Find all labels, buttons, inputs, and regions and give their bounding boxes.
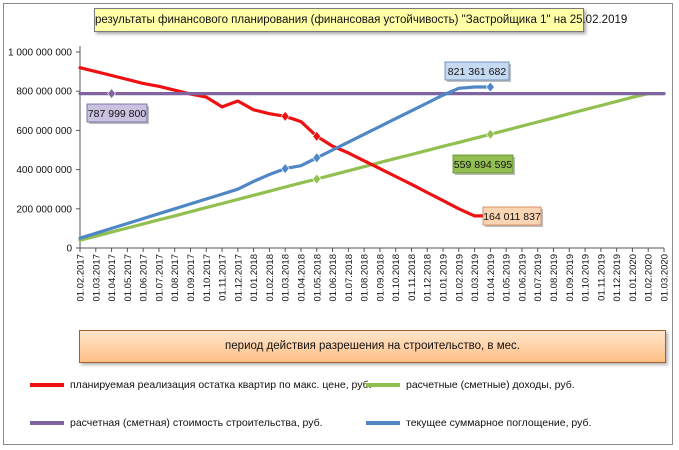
x-tick-label: 01.01.2020 <box>628 254 639 302</box>
x-tick-label: 01.05.2018 <box>312 254 323 302</box>
x-tick-label: 01.09.2018 <box>375 254 386 302</box>
series-marker-0 <box>312 130 322 142</box>
chart-title: результаты финансового планирования (фин… <box>94 8 627 32</box>
series-line-0 <box>78 66 492 218</box>
x-tick-label: 01.11.2018 <box>407 254 418 301</box>
series-marker-3 <box>280 163 290 175</box>
y-tick-label: 1 000 000 000 <box>8 48 72 59</box>
x-tick-label: 01.09.2019 <box>565 254 576 302</box>
x-tick-label: 01.02.2020 <box>644 254 655 302</box>
annotation-box-0 <box>86 103 148 123</box>
x-tick-label: 01.05.2019 <box>502 254 513 302</box>
x-tick-label: 01.07.2019 <box>533 254 544 302</box>
series-marker-1 <box>485 128 495 140</box>
legend-swatch-green <box>366 383 400 387</box>
annotation-box-1 <box>444 61 510 81</box>
legend-swatch-purple <box>30 421 64 425</box>
x-tick-label: 01.06.2017 <box>139 254 150 302</box>
series-marker-0 <box>280 110 290 122</box>
x-axis-title: период действия разрешения на строительс… <box>79 330 666 363</box>
x-tick-label: 01.08.2018 <box>360 254 371 302</box>
x-tick-label: 01.03.2020 <box>660 254 671 302</box>
x-tick-label: 01.03.2017 <box>91 254 102 302</box>
x-tick-label: 01.12.2018 <box>423 254 434 302</box>
x-tick-label: 01.08.2017 <box>170 254 181 302</box>
data-label-0: 787 999 800 <box>88 108 147 120</box>
data-label-3: 164 011 837 <box>483 211 541 223</box>
x-tick-label: 01.01.2018 <box>249 254 260 302</box>
x-tick-label: 01.12.2019 <box>612 254 623 302</box>
legend-label-blue: текущее суммарное поглощение, руб. <box>406 417 592 429</box>
series-marker-3 <box>485 81 495 93</box>
x-tick-label: 01.12.2017 <box>233 254 244 302</box>
y-tick-label: 0 <box>66 244 72 255</box>
x-tick-label: 01.04.2018 <box>296 254 307 302</box>
x-tick-label: 01.07.2017 <box>154 254 165 302</box>
legend-swatch-red <box>30 383 64 387</box>
data-label-2: 559 894 595 <box>454 159 513 171</box>
y-tick-label: 800 000 000 <box>16 87 72 98</box>
series-marker-1 <box>312 173 322 185</box>
data-label-1: 821 361 682 <box>448 66 507 78</box>
y-tick-label: 600 000 000 <box>16 126 72 137</box>
x-tick-label: 01.10.2019 <box>581 254 592 302</box>
x-tick-label: 01.11.2019 <box>596 254 607 301</box>
x-tick-label: 01.08.2019 <box>549 254 560 302</box>
annotation-box-3 <box>482 206 542 226</box>
annotation-box-2 <box>452 154 514 174</box>
x-tick-label: 01.09.2017 <box>186 254 197 302</box>
x-tick-label: 01.03.2019 <box>470 254 481 302</box>
x-tick-label: 01.06.2018 <box>328 254 339 302</box>
series-marker-3 <box>312 152 322 164</box>
x-tick-label: 01.04.2017 <box>107 254 118 302</box>
y-tick-label: 400 000 000 <box>16 165 72 176</box>
x-tick-label: 01.10.2018 <box>391 254 402 302</box>
x-tick-label: 01.06.2019 <box>517 254 528 302</box>
x-tick-label: 01.10.2017 <box>202 254 213 302</box>
x-tick-label: 01.11.2017 <box>218 254 229 301</box>
x-tick-label: 01.02.2019 <box>454 254 465 302</box>
series-marker-2 <box>107 88 116 100</box>
x-tick-label: 01.03.2018 <box>281 254 292 302</box>
x-tick-label: 01.01.2019 <box>439 254 450 302</box>
y-tick-label: 200 000 000 <box>16 204 72 215</box>
x-tick-label: 01.04.2019 <box>486 254 497 302</box>
x-tick-label: 01.02.2018 <box>265 254 276 302</box>
legend-label-purple: расчетная (сметная) стоимость строительс… <box>70 417 323 429</box>
x-tick-label: 01.07.2018 <box>344 254 355 302</box>
legend-label-red: планируемая реализация остатка квартир п… <box>70 379 372 391</box>
series-line-1 <box>78 92 666 242</box>
x-tick-label: 01.02.2017 <box>76 254 87 302</box>
x-tick-label: 01.05.2017 <box>123 254 134 302</box>
legend-swatch-blue <box>366 421 400 425</box>
legend-label-green: расчетные (сметные) доходы, руб. <box>406 379 575 391</box>
